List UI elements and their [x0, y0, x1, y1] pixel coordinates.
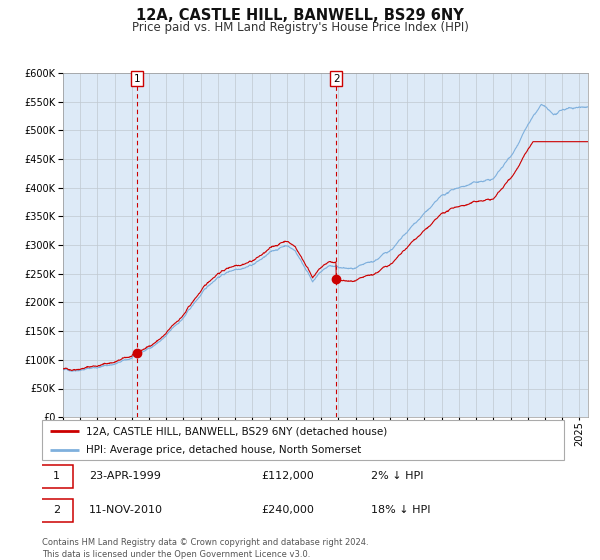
Text: £240,000: £240,000	[261, 505, 314, 515]
Text: 2: 2	[333, 73, 340, 83]
FancyBboxPatch shape	[40, 465, 73, 488]
Text: 2% ↓ HPI: 2% ↓ HPI	[371, 472, 424, 482]
Text: 23-APR-1999: 23-APR-1999	[89, 472, 161, 482]
Text: 1: 1	[53, 472, 60, 482]
Text: 2: 2	[53, 505, 60, 515]
Text: Contains HM Land Registry data © Crown copyright and database right 2024.
This d: Contains HM Land Registry data © Crown c…	[42, 538, 368, 559]
Text: 11-NOV-2010: 11-NOV-2010	[89, 505, 163, 515]
Text: Price paid vs. HM Land Registry's House Price Index (HPI): Price paid vs. HM Land Registry's House …	[131, 21, 469, 34]
Text: 1: 1	[134, 73, 140, 83]
Text: 18% ↓ HPI: 18% ↓ HPI	[371, 505, 430, 515]
FancyBboxPatch shape	[42, 420, 564, 460]
Text: 12A, CASTLE HILL, BANWELL, BS29 6NY: 12A, CASTLE HILL, BANWELL, BS29 6NY	[136, 8, 464, 24]
Text: 12A, CASTLE HILL, BANWELL, BS29 6NY (detached house): 12A, CASTLE HILL, BANWELL, BS29 6NY (det…	[86, 426, 388, 436]
Text: HPI: Average price, detached house, North Somerset: HPI: Average price, detached house, Nort…	[86, 445, 362, 455]
Text: £112,000: £112,000	[261, 472, 314, 482]
FancyBboxPatch shape	[40, 498, 73, 522]
